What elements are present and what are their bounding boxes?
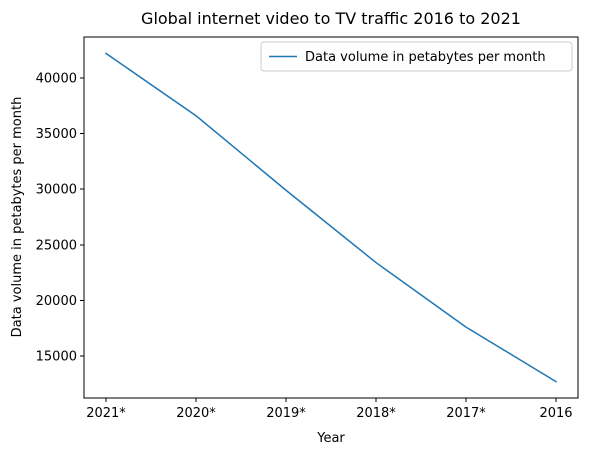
- y-tick-label: 35000: [36, 127, 77, 142]
- y-axis-title: Data volume in petabytes per month: [10, 97, 25, 338]
- chart-title: Global internet video to TV traffic 2016…: [141, 9, 521, 28]
- y-tick-label: 20000: [36, 294, 77, 309]
- x-tick-label: 2016: [539, 406, 572, 421]
- x-tick-label: 2018*: [356, 406, 396, 421]
- y-tick-label: 15000: [36, 350, 77, 365]
- y-tick-label: 40000: [36, 71, 77, 86]
- x-tick-label: 2017*: [446, 406, 486, 421]
- x-tick-label: 2020*: [176, 406, 216, 421]
- plot-frame: [83, 36, 579, 399]
- x-tick-label: 2021*: [86, 406, 126, 421]
- series-line-0: [104, 52, 558, 383]
- legend-label: Data volume in petabytes per month: [305, 50, 546, 65]
- legend: [260, 41, 573, 72]
- x-tick-label: 2019*: [266, 406, 306, 421]
- x-axis-title: Year: [316, 431, 345, 446]
- y-tick-label: 25000: [36, 238, 77, 253]
- plot-area: 2021* 2020* 2019* 2018* 2017* 2016 15000 20000 2…: [36, 36, 579, 421]
- y-tick-label: 30000: [36, 183, 77, 198]
